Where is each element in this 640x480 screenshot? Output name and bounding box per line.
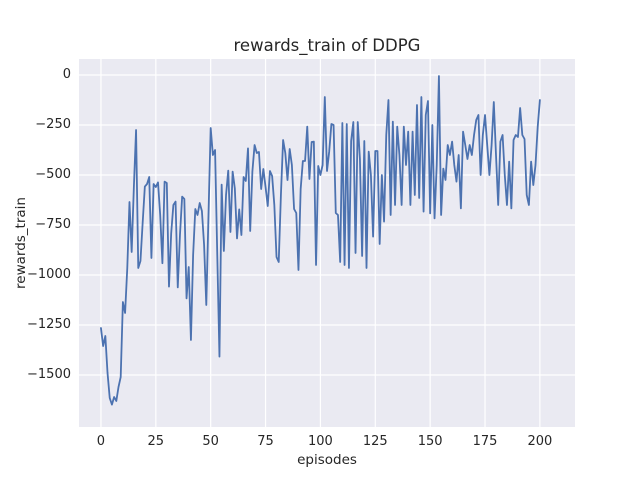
plot-area [79,59,575,427]
grid-lines [79,59,575,427]
x-tick-label: 150 [417,434,443,449]
y-axis-label: rewards_train [13,197,29,289]
x-tick-label: 100 [307,434,333,449]
rewards-train-line [100,75,541,406]
y-tick-label: −1500 [27,367,71,382]
y-tick-label: −250 [35,117,71,132]
y-tick-label: −1000 [27,267,71,282]
x-axis-label: episodes [297,452,357,468]
x-tick-label: 50 [202,434,219,449]
y-tick-label: −1250 [27,317,71,332]
chart-canvas [79,59,575,427]
x-tick-label: 125 [362,434,388,449]
x-tick-label: 175 [472,434,498,449]
y-tick-label: 0 [62,67,71,82]
x-tick-label: 25 [147,434,165,449]
y-tick-label: −500 [35,167,71,182]
chart-title: rewards_train of DDPG [233,36,421,55]
x-tick-label: 200 [527,434,553,449]
x-tick-label: 75 [257,434,274,449]
y-tick-label: −750 [35,217,71,232]
x-tick-label: 0 [96,434,106,449]
